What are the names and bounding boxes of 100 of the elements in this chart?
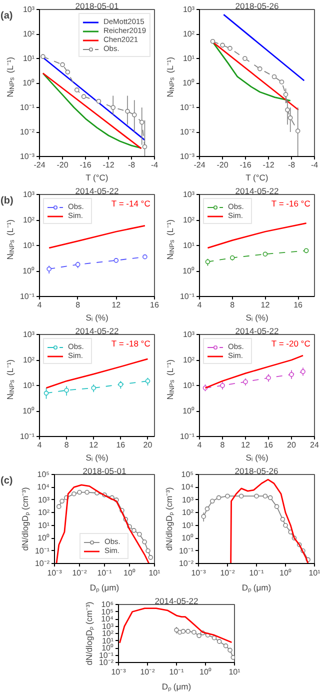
x-tick-label: 16	[116, 440, 126, 450]
y-tick-label: 10⁻¹	[20, 103, 35, 112]
x-tick-label: 12	[241, 440, 250, 450]
y-tick-label: 10⁻¹	[178, 546, 194, 556]
y-tick-label: 10¹	[102, 636, 114, 646]
y-axis-title: dN/dlogDₚ (cm⁻³)	[84, 602, 95, 666]
annotation: T = -18 °C	[111, 338, 150, 348]
y-tick-label: 10⁶	[101, 600, 114, 609]
chart-title: 2014-05-22	[235, 326, 280, 336]
y-tick-label: 10⁻¹	[34, 546, 50, 556]
x-axis-title: Sᵢ (%)	[86, 312, 108, 322]
y-tick-label: 10¹	[182, 520, 194, 530]
chart-title: 2014-05-22	[154, 596, 199, 606]
y-tick-label: 10²	[182, 216, 195, 224]
y-tick-label: 10⁴	[37, 482, 50, 492]
x-tick-label: 10⁻²	[140, 668, 156, 676]
x-tick-label: -24	[34, 160, 46, 170]
y-tick-label: 10⁻²	[180, 128, 195, 136]
y-tick-label: 10⁻¹	[180, 292, 195, 301]
y-tick-label: 10⁻¹	[180, 432, 195, 441]
y-tick-label: 10⁻³	[180, 152, 195, 161]
y-tick-label: 10⁻¹	[20, 292, 35, 301]
x-tick-label: -24	[194, 160, 206, 170]
y-tick-label: 10²	[182, 508, 194, 518]
x-tick-label: 10⁻²	[72, 568, 88, 578]
x-tick-label: 24	[310, 440, 320, 450]
x-tick-label: 8	[76, 300, 81, 310]
y-tick-label: 10⁻²	[98, 658, 114, 667]
y-tick-label: 10³	[38, 495, 50, 504]
x-tick-label: 10⁰	[280, 568, 292, 578]
x-tick-label: 16	[264, 440, 274, 450]
x-tick-label: 20	[143, 440, 153, 450]
x-tick-label: 8	[64, 440, 70, 450]
y-tick-label: 10²	[38, 508, 50, 518]
x-tick-label: 4	[197, 300, 202, 310]
annotation: T = -14 °C	[111, 198, 150, 208]
x-tick-label: -4	[150, 160, 159, 170]
y-tick-label: 10³	[182, 495, 194, 504]
y-axis-title: dN/dlogDₚ (cm⁻³)	[164, 487, 175, 551]
x-axis-title: Sᵢ (%)	[246, 452, 268, 462]
y-tick-label: 10³	[182, 5, 195, 14]
y-axis-title: dN/dlogDₚ (cm⁻³)	[20, 487, 31, 551]
y-tick-label: 10³	[182, 190, 195, 199]
x-tick-label: -4	[310, 160, 319, 170]
text: (c)	[0, 476, 13, 486]
text: (a)	[0, 10, 13, 22]
y-tick-label: 10⁰	[38, 534, 50, 543]
x-tick-label: 8	[230, 300, 236, 310]
chart-title: 2014-05-22	[75, 326, 120, 336]
text: (b)	[0, 196, 14, 206]
y-tick-label: 10⁰	[182, 534, 194, 543]
x-tick-label: 10⁰	[124, 568, 136, 578]
y-tick-label: 10¹	[182, 241, 195, 250]
x-axis-title: Dₚ (μm)	[90, 582, 120, 594]
y-tick-label: 10¹	[22, 381, 35, 390]
y-tick-label: 10³	[22, 330, 35, 339]
x-tick-label: 4	[37, 300, 42, 310]
y-tick-label: 10²	[182, 30, 195, 38]
x-tick-label: 10⁻²	[220, 568, 236, 578]
y-tick-label: 10⁰	[22, 266, 35, 276]
x-axis-title: Dₚ (μm)	[242, 582, 272, 594]
x-tick-label: 16	[294, 300, 304, 310]
x-tick-label: 10¹	[308, 568, 320, 578]
y-tick-label: 10²	[22, 356, 35, 364]
x-tick-label: 10⁻³	[191, 568, 206, 578]
chart-title: 2018-05-26	[235, 1, 280, 11]
x-tick-label: 10⁻³	[47, 568, 62, 578]
x-tick-label: 4	[197, 440, 202, 450]
x-tick-label: 4	[37, 440, 42, 450]
annotation: T = -20 °C	[271, 338, 310, 348]
y-tick-label: 10⁵	[101, 607, 114, 616]
y-tick-label: 10²	[182, 356, 195, 364]
x-tick-label: -8	[128, 160, 136, 170]
y-tick-label: 10¹	[22, 241, 35, 250]
x-axis-title: T (°C)	[246, 172, 268, 182]
y-tick-label: 10³	[102, 622, 114, 631]
x-tick-label: 10¹	[228, 668, 241, 676]
y-tick-label: 10²	[22, 30, 35, 38]
y-tick-label: 10⁻¹	[20, 432, 35, 441]
x-axis-title: T (°C)	[86, 172, 108, 182]
x-tick-label: 10⁻¹	[169, 668, 184, 676]
x-tick-label: -8	[288, 160, 296, 170]
y-tick-label: 10³	[22, 190, 35, 199]
x-tick-label: 12	[112, 300, 122, 310]
x-tick-label: -16	[80, 160, 92, 170]
y-tick-label: 10²	[22, 216, 35, 224]
x-tick-label: 12	[260, 300, 270, 310]
y-tick-label: 10¹	[38, 520, 50, 530]
annotation: T = -16 °C	[271, 198, 310, 208]
y-tick-label: 10⁴	[101, 614, 114, 624]
y-tick-label: 10³	[182, 330, 195, 339]
y-tick-label: 10⁻¹	[180, 103, 195, 112]
x-tick-label: 10⁰	[200, 668, 212, 676]
y-tick-label: 10⁻²	[178, 559, 194, 568]
y-tick-label: 10⁰	[182, 406, 195, 416]
x-axis-title: Dₚ (μm)	[162, 682, 192, 692]
y-tick-label: 10⁴	[181, 482, 194, 492]
y-tick-label: 10⁰	[22, 406, 35, 416]
chart-title: 2014-05-22	[75, 186, 120, 196]
x-tick-label: -12	[262, 160, 275, 170]
